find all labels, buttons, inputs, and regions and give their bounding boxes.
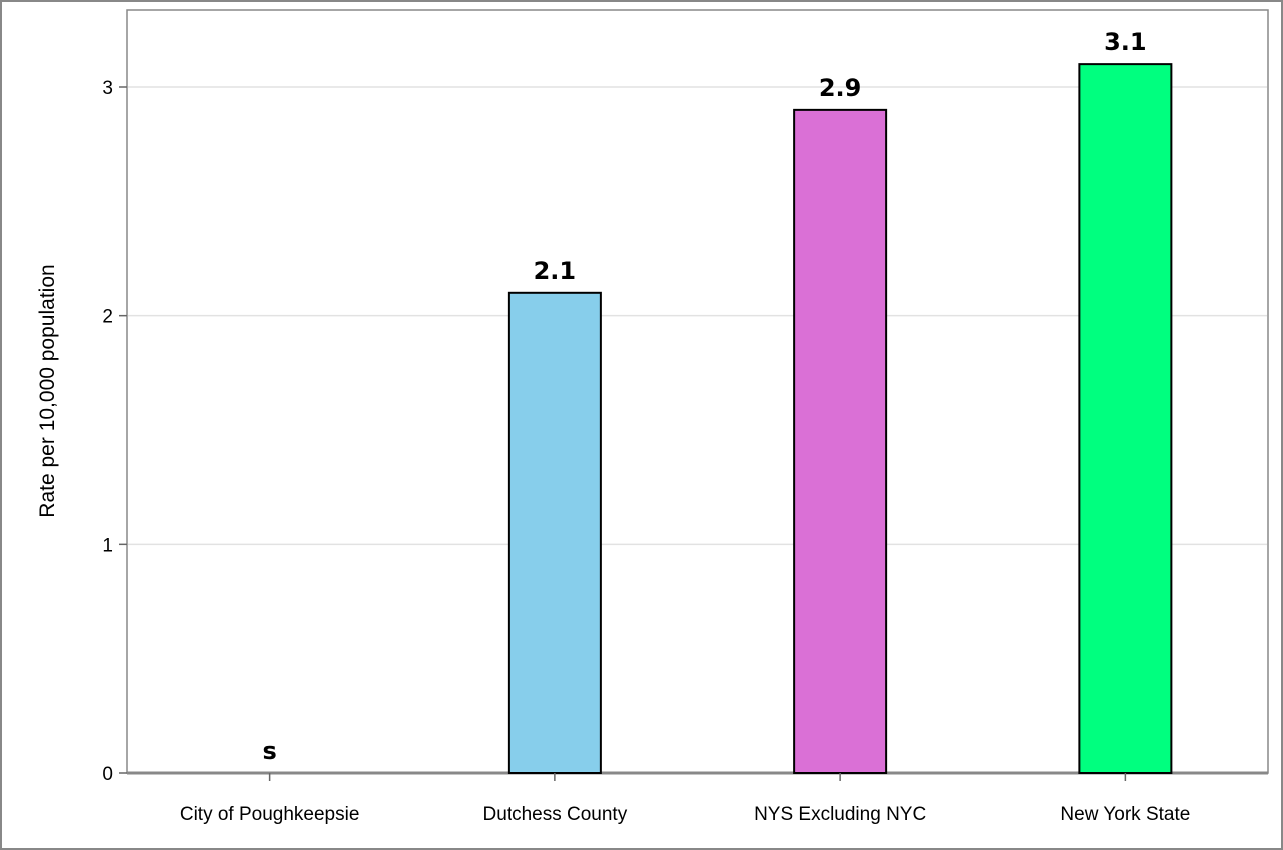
x-tick-label: NYS Excluding NYC — [754, 804, 926, 825]
y-tick-label: 0 — [102, 764, 113, 785]
y-tick-label: 1 — [102, 535, 113, 556]
x-axis: City of Poughkeepsie Dutchess County NYS E… — [180, 773, 1190, 825]
gridlines — [127, 86, 1268, 775]
bar — [507, 291, 602, 774]
data-label-suppressed: s — [262, 737, 276, 765]
y-axis: 0 1 2 3 — [102, 78, 127, 785]
plot-area — [126, 9, 1269, 774]
y-axis-title: Rate per 10,000 population — [36, 264, 59, 517]
y-tick-label: 2 — [102, 307, 113, 328]
data-label: 2.9 — [819, 74, 862, 102]
bar — [793, 108, 888, 775]
data-label: 3.1 — [1104, 28, 1147, 56]
y-tick-label: 3 — [102, 78, 113, 99]
x-tick-label: Dutchess County — [483, 804, 628, 825]
data-label: 2.1 — [534, 257, 577, 285]
bar — [1078, 63, 1173, 774]
data-labels: s 2.1 2.9 3.1 — [262, 28, 1146, 765]
x-tick-label: City of Poughkeepsie — [180, 804, 360, 825]
bars — [507, 63, 1173, 775]
x-tick-label: New York State — [1060, 804, 1190, 825]
